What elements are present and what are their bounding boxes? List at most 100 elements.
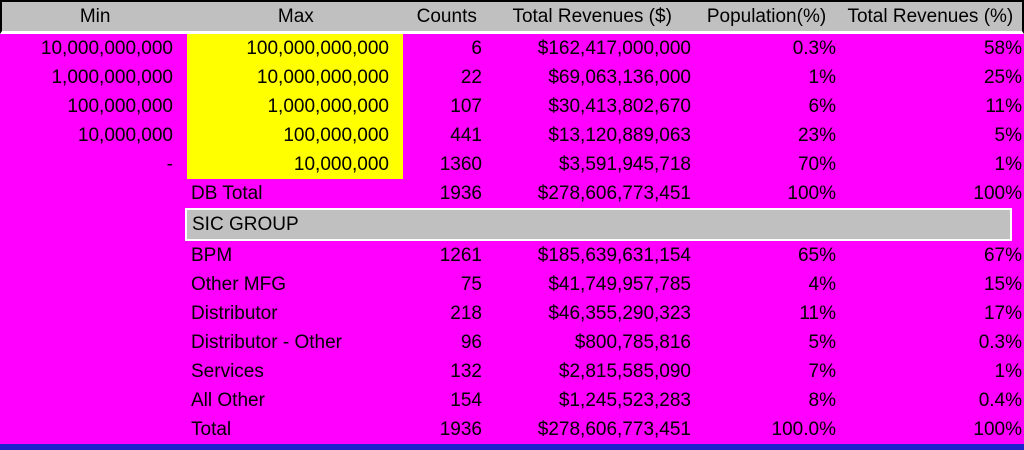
cell-min[interactable]: 100,000,000	[67, 95, 173, 117]
sic-row: Distributor - Other 96 $800,785,816 5% 0…	[0, 328, 1024, 357]
cell-revenue-pct[interactable]: 1%	[994, 153, 1022, 175]
band-row: 10,000,000,000 100,000,000,000 6 $162,41…	[0, 34, 1024, 63]
cell-min[interactable]: 10,000,000	[77, 124, 173, 146]
cell-total-revenues[interactable]: $69,063,136,000	[548, 66, 691, 88]
col-header-population-pct[interactable]: Population(%)	[706, 5, 827, 27]
sic-group-title: SIC GROUP	[192, 213, 299, 235]
band-row: 100,000,000 1,000,000,000 107 $30,413,80…	[0, 92, 1024, 121]
cell-sic-label[interactable]: Other MFG	[191, 273, 287, 295]
cell-min[interactable]: 10,000,000,000	[40, 37, 173, 59]
col-header-max[interactable]: Max	[277, 5, 314, 27]
cell-empty[interactable]	[0, 328, 187, 357]
band-row: 10,000,000 100,000,000 441 $13,120,889,0…	[0, 121, 1024, 150]
cell-total-revenues[interactable]: $46,355,290,323	[548, 302, 691, 324]
table-body: 10,000,000,000 100,000,000,000 6 $162,41…	[0, 34, 1024, 444]
cell-sic-label[interactable]: Services	[191, 360, 264, 382]
sic-row: Services 132 $2,815,585,090 7% 1%	[0, 357, 1024, 386]
cell-counts[interactable]: 22	[460, 66, 482, 88]
cell-population-pct[interactable]: 5%	[808, 331, 836, 353]
cell-empty[interactable]	[0, 179, 187, 208]
cell-revenue-pct[interactable]: 0.3%	[978, 331, 1022, 353]
cell-max[interactable]: 10,000,000	[187, 150, 403, 179]
col-header-min[interactable]: Min	[79, 5, 111, 27]
cell-counts[interactable]: 1360	[439, 153, 482, 175]
cell-revenue-pct[interactable]: 58%	[983, 37, 1022, 59]
cell-revenue-pct[interactable]: 17%	[983, 302, 1022, 324]
cell-population-pct[interactable]: 0.3%	[792, 37, 836, 59]
cell-total-revenues[interactable]: $41,749,957,785	[548, 273, 691, 295]
cell-population-pct[interactable]: 70%	[797, 153, 836, 175]
cell-revenue-pct[interactable]: 25%	[983, 66, 1022, 88]
cell-counts[interactable]: 1936	[439, 418, 482, 440]
cell-total-revenues[interactable]: $800,785,816	[574, 331, 691, 353]
sic-row: All Other 154 $1,245,523,283 8% 0.4%	[0, 386, 1024, 415]
band-row: 1,000,000,000 10,000,000,000 22 $69,063,…	[0, 63, 1024, 92]
sic-group-header-row: SIC GROUP	[0, 208, 1024, 241]
sic-row: BPM 1261 $185,639,631,154 65% 67%	[0, 241, 1024, 270]
db-total-row: DB Total 1936 $278,606,773,451 100% 100%	[0, 179, 1024, 208]
col-header-total-revenues-pct[interactable]: Total Revenues (%)	[847, 5, 1014, 27]
cell-max[interactable]: 10,000,000,000	[187, 63, 403, 92]
cell-revenue-pct[interactable]: 1%	[994, 360, 1022, 382]
col-header-counts[interactable]: Counts	[416, 5, 477, 27]
cell-max[interactable]: 100,000,000,000	[187, 34, 403, 63]
cell-revenue-pct[interactable]: 5%	[994, 124, 1022, 146]
cell-empty[interactable]	[0, 241, 187, 270]
cell-population-pct[interactable]: 23%	[797, 124, 836, 146]
cell-min[interactable]: 1,000,000,000	[51, 66, 173, 88]
cell-total-revenues[interactable]: $278,606,773,451	[537, 182, 691, 204]
cell-counts[interactable]: 1261	[439, 244, 482, 266]
cell-revenue-pct[interactable]: 100%	[973, 182, 1022, 204]
cell-revenue-pct[interactable]: 100%	[973, 418, 1022, 440]
cell-counts[interactable]: 1936	[439, 182, 482, 204]
cell-population-pct[interactable]: 65%	[797, 244, 836, 266]
cell-population-pct[interactable]: 4%	[808, 273, 836, 295]
cell-revenue-pct[interactable]: 15%	[983, 273, 1022, 295]
cell-sic-label[interactable]: BPM	[191, 244, 233, 266]
cell-empty[interactable]	[0, 415, 187, 444]
cell-population-pct[interactable]: 8%	[808, 389, 836, 411]
cell-total-revenues[interactable]: $1,245,523,283	[558, 389, 691, 411]
cell-empty[interactable]	[0, 357, 187, 386]
cell-revenue-pct[interactable]: 0.4%	[978, 389, 1022, 411]
cell-revenue-pct[interactable]: 11%	[985, 95, 1022, 117]
cell-total-revenues[interactable]: $278,606,773,451	[537, 418, 691, 440]
cell-population-pct[interactable]: 7%	[808, 360, 836, 382]
sic-group-header-bar[interactable]: SIC GROUP	[185, 208, 1012, 241]
cell-total-revenues[interactable]: $13,120,889,063	[548, 124, 691, 146]
cell-population-pct[interactable]: 1%	[808, 66, 836, 88]
cell-sic-label[interactable]: All Other	[191, 389, 265, 411]
cell-min[interactable]: -	[166, 153, 173, 175]
cell-max[interactable]: 1,000,000,000	[187, 92, 403, 121]
cell-counts[interactable]: 218	[450, 302, 482, 324]
cell-sic-label[interactable]: Distributor - Other	[191, 331, 342, 353]
cell-max[interactable]: 100,000,000	[187, 121, 403, 150]
sic-row: Other MFG 75 $41,749,957,785 4% 15%	[0, 270, 1024, 299]
cell-total-revenues[interactable]: $30,413,802,670	[548, 95, 691, 117]
cell-total-revenues[interactable]: $162,417,000,000	[537, 37, 691, 59]
cell-revenue-pct[interactable]: 67%	[983, 244, 1022, 266]
cell-total-revenues[interactable]: $2,815,585,090	[558, 360, 691, 382]
band-row: - 10,000,000 1360 $3,591,945,718 70% 1%	[0, 150, 1024, 179]
cell-total-revenues[interactable]: $3,591,945,718	[558, 153, 691, 175]
cell-counts[interactable]: 75	[460, 273, 482, 295]
cell-empty[interactable]	[0, 386, 187, 415]
cell-population-pct[interactable]: 6%	[808, 95, 836, 117]
cell-population-pct[interactable]: 100.0%	[771, 418, 836, 440]
column-header-row: Min Max Counts Total Revenues ($) Popula…	[0, 0, 1024, 34]
cell-counts[interactable]: 132	[450, 360, 482, 382]
cell-counts[interactable]: 154	[450, 389, 482, 411]
col-header-total-revenues[interactable]: Total Revenues ($)	[512, 5, 672, 27]
cell-total-revenues[interactable]: $185,639,631,154	[537, 244, 691, 266]
cell-empty[interactable]	[0, 299, 187, 328]
cell-counts[interactable]: 96	[460, 331, 482, 353]
cell-population-pct[interactable]: 100%	[787, 182, 836, 204]
cell-db-total-label[interactable]: DB Total	[191, 182, 263, 204]
cell-total-label[interactable]: Total	[191, 418, 232, 440]
cell-population-pct[interactable]: 11%	[799, 302, 836, 324]
cell-counts[interactable]: 6	[471, 37, 482, 59]
cell-sic-label[interactable]: Distributor	[191, 302, 278, 324]
cell-counts[interactable]: 441	[450, 124, 482, 146]
cell-empty[interactable]	[0, 270, 187, 299]
cell-counts[interactable]: 107	[450, 95, 482, 117]
